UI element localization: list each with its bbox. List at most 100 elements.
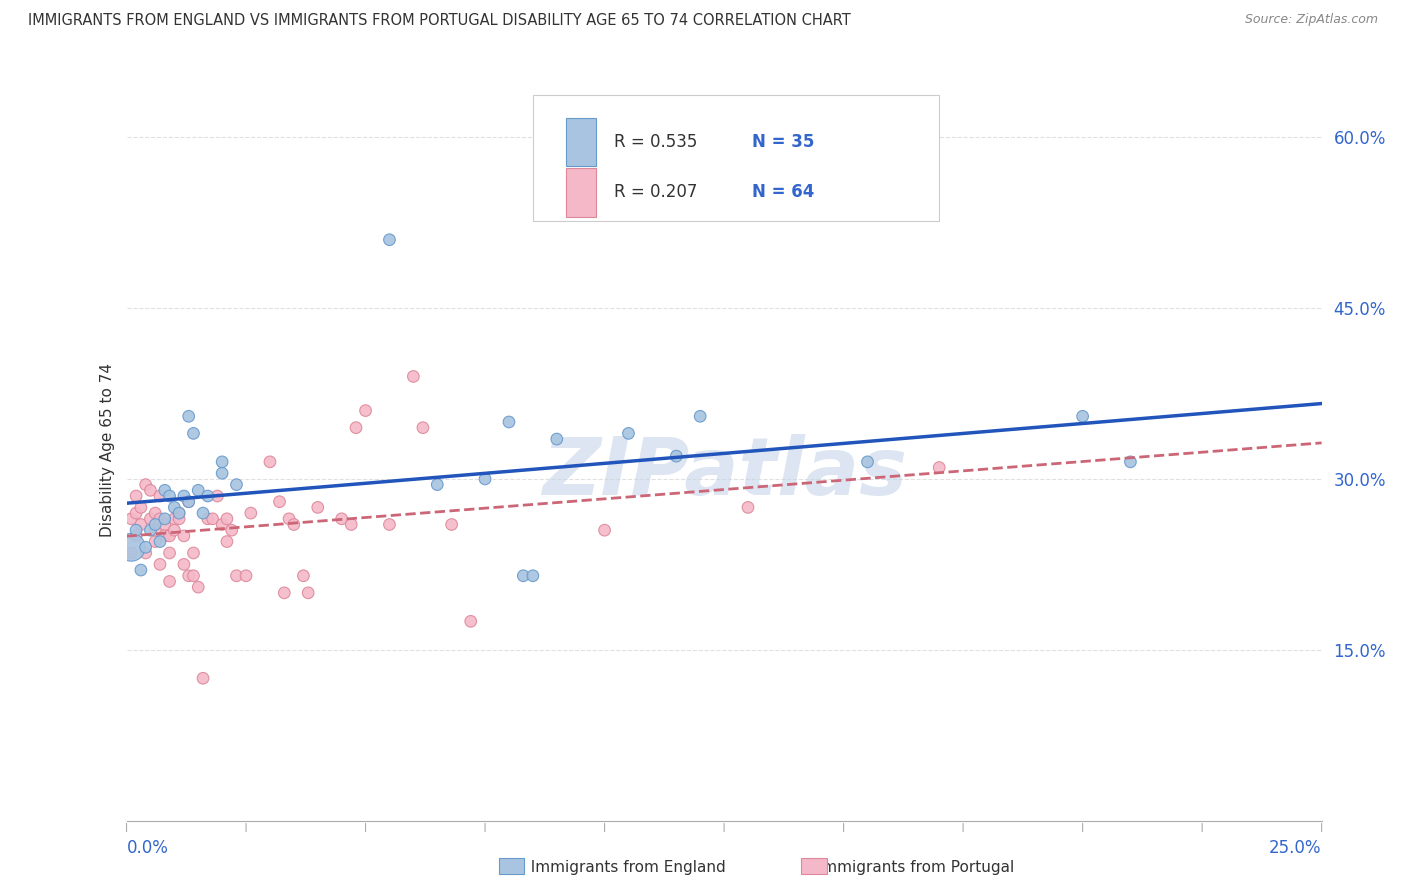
Point (197, 489, 219, 503)
Point (273, 586, 295, 600)
Point (125, 489, 148, 503)
Point (183, 546, 205, 560)
Point (120, 541, 142, 555)
Point (143, 517, 166, 532)
Point (512, 568, 534, 582)
Text: ZIPatlas: ZIPatlas (541, 434, 907, 512)
Point (207, 489, 229, 503)
Point (215, 534, 238, 549)
FancyBboxPatch shape (533, 95, 939, 221)
Point (211, 455, 233, 469)
Point (129, 517, 152, 532)
Point (440, 517, 463, 532)
Point (737, 500, 759, 515)
Point (173, 529, 195, 543)
Point (159, 546, 181, 560)
Point (269, 494, 291, 508)
Point (928, 460, 950, 475)
Point (167, 506, 190, 520)
Point (191, 506, 214, 520)
Point (125, 506, 148, 520)
Point (856, 455, 879, 469)
Point (153, 512, 176, 526)
Text: N = 35: N = 35 (752, 133, 814, 151)
Point (159, 529, 181, 543)
Point (177, 409, 200, 424)
Point (177, 494, 200, 508)
Point (125, 529, 148, 543)
Point (221, 523, 243, 537)
Point (474, 472, 496, 486)
Point (173, 558, 195, 572)
Text: Immigrants from England: Immigrants from England (522, 860, 725, 874)
Point (235, 568, 257, 582)
Point (593, 523, 616, 537)
Point (149, 534, 172, 549)
Point (215, 512, 238, 526)
Point (225, 477, 247, 491)
Point (460, 615, 482, 629)
Point (173, 489, 195, 503)
Point (402, 369, 425, 384)
Point (617, 426, 640, 441)
Point (125, 523, 148, 537)
Point (177, 494, 200, 508)
Point (191, 671, 214, 685)
Point (149, 512, 172, 526)
Point (546, 432, 568, 446)
Point (278, 512, 301, 526)
Point (159, 489, 181, 503)
Text: 25.0%: 25.0% (1270, 839, 1322, 857)
Point (297, 586, 319, 600)
Point (159, 574, 181, 589)
Point (135, 546, 157, 560)
Text: IMMIGRANTS FROM ENGLAND VS IMMIGRANTS FROM PORTUGAL DISABILITY AGE 65 TO 74 CORR: IMMIGRANTS FROM ENGLAND VS IMMIGRANTS FR… (28, 13, 851, 29)
Point (292, 568, 315, 582)
Point (522, 568, 544, 582)
Point (163, 523, 186, 537)
Point (354, 403, 377, 417)
Point (149, 558, 172, 572)
Point (120, 512, 142, 526)
FancyBboxPatch shape (567, 169, 596, 217)
Point (1071, 409, 1094, 424)
Point (426, 477, 449, 491)
Point (498, 415, 520, 429)
Point (344, 420, 367, 434)
Point (167, 512, 190, 526)
Point (163, 512, 186, 526)
Point (259, 455, 281, 469)
Point (283, 517, 305, 532)
Point (183, 568, 205, 582)
Point (239, 506, 262, 520)
Text: 0.0%: 0.0% (127, 839, 169, 857)
Point (211, 467, 233, 481)
Point (153, 517, 176, 532)
Point (378, 517, 401, 532)
Y-axis label: Disability Age 65 to 74: Disability Age 65 to 74 (100, 363, 115, 538)
Point (187, 483, 209, 498)
Point (665, 449, 688, 463)
FancyBboxPatch shape (567, 118, 596, 166)
Point (139, 512, 162, 526)
Point (689, 409, 711, 424)
Point (378, 233, 401, 247)
Point (129, 563, 152, 577)
Point (177, 568, 200, 582)
Text: R = 0.535: R = 0.535 (614, 133, 697, 151)
Point (129, 500, 152, 515)
Point (201, 512, 224, 526)
Point (135, 541, 157, 555)
Point (183, 426, 205, 441)
Point (1119, 455, 1142, 469)
Point (143, 534, 166, 549)
Point (120, 546, 142, 560)
Point (211, 517, 233, 532)
Point (143, 523, 166, 537)
Point (412, 420, 434, 434)
Point (187, 580, 209, 594)
Point (135, 477, 157, 491)
Point (167, 506, 190, 520)
Point (153, 529, 176, 543)
Point (307, 500, 329, 515)
